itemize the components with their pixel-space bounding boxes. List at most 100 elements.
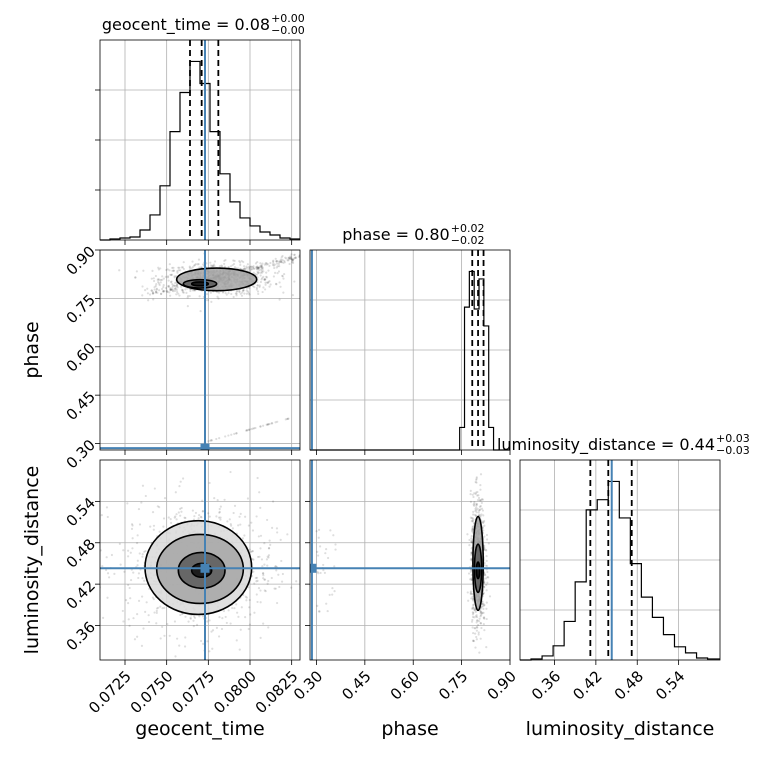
contour-level-2 [472, 515, 485, 612]
sample-point [170, 521, 173, 524]
sample-point [137, 572, 141, 575]
sample-point [191, 289, 195, 292]
sample-point [252, 267, 255, 270]
sample-point [264, 288, 267, 291]
sample-point [283, 261, 286, 264]
sample-point [470, 520, 473, 523]
sample-point [239, 512, 242, 515]
sample-point [162, 289, 165, 293]
sample-point [471, 599, 475, 602]
sample-point [191, 509, 194, 512]
sample-point [152, 598, 155, 601]
sample-point [471, 528, 474, 531]
sample-point [141, 285, 144, 288]
sample-point [122, 549, 125, 552]
sample-point [483, 573, 486, 576]
sample-point [229, 622, 232, 625]
sample-point [267, 547, 271, 550]
sample-point [475, 504, 478, 507]
sample-point [471, 520, 474, 523]
sample-point [168, 634, 171, 637]
sample-point [194, 262, 197, 266]
sample-point [256, 600, 259, 604]
sample-point [150, 289, 153, 292]
sample-point [179, 514, 182, 517]
sample-point [171, 266, 174, 269]
sample-point [281, 274, 284, 277]
sample-point [480, 605, 483, 608]
sample-point [257, 535, 260, 538]
sample-point [206, 620, 209, 623]
sample-point [216, 295, 219, 298]
sample-point [315, 530, 318, 533]
sample-point [233, 504, 237, 507]
sample-point [206, 298, 210, 302]
sample-point [265, 262, 268, 265]
sample-point [227, 609, 230, 612]
sample-point [136, 564, 139, 567]
sample-point [161, 287, 164, 291]
sample-point [168, 263, 171, 266]
sample-point [480, 499, 483, 502]
sample-point [159, 281, 162, 284]
sample-point [197, 258, 201, 261]
sample-point [271, 422, 274, 425]
histogram-luminosity_distance [520, 480, 720, 661]
sample-point [255, 267, 258, 270]
sample-point [304, 272, 306, 274]
sample-point [121, 609, 124, 613]
sample-point [220, 264, 223, 267]
sample-point [199, 515, 202, 518]
sample-point [266, 518, 269, 522]
sample-point [242, 289, 245, 293]
sample-point [220, 627, 224, 631]
sample-point [267, 579, 270, 583]
sample-point [169, 281, 173, 284]
sample-point [267, 626, 270, 629]
sample-point [474, 646, 477, 649]
sample-point [285, 257, 288, 260]
sample-point [326, 609, 329, 613]
sample-point [262, 622, 265, 625]
sample-point [323, 571, 326, 574]
sample-point [485, 601, 488, 604]
sample-point [469, 493, 472, 496]
sample-point [316, 554, 320, 557]
sample-point [266, 564, 269, 567]
sample-point [71, 497, 73, 499]
sample-point [215, 437, 218, 441]
sample-point [470, 540, 473, 543]
sample-point [242, 268, 245, 271]
sample-point [470, 551, 473, 555]
sample-point [278, 260, 281, 263]
sample-point [317, 528, 321, 531]
sample-point [210, 630, 213, 633]
sample-point [118, 542, 121, 546]
sample-point [257, 267, 260, 270]
sample-point [166, 275, 170, 278]
sample-point [241, 288, 245, 292]
sample-point [108, 576, 111, 579]
sample-point [289, 256, 292, 260]
sample-point [178, 266, 181, 269]
truth-marker [200, 563, 210, 573]
sample-point [477, 494, 480, 497]
sample-point [193, 615, 196, 618]
sample-point [472, 611, 475, 615]
title-minus: −0.00 [271, 24, 305, 37]
sample-point [471, 592, 474, 596]
sample-point [123, 570, 126, 573]
sample-point [131, 547, 134, 550]
sample-point [474, 632, 477, 635]
sample-point [262, 574, 265, 577]
sample-point [276, 260, 279, 263]
sample-point [479, 662, 481, 664]
contour-level-0 [190, 281, 210, 287]
sample-point [167, 284, 171, 287]
sample-point [153, 286, 156, 289]
sample-point [163, 634, 166, 637]
sample-point [258, 284, 261, 287]
sample-point [226, 520, 229, 523]
sample-point [141, 555, 144, 558]
sample-point [471, 626, 474, 629]
